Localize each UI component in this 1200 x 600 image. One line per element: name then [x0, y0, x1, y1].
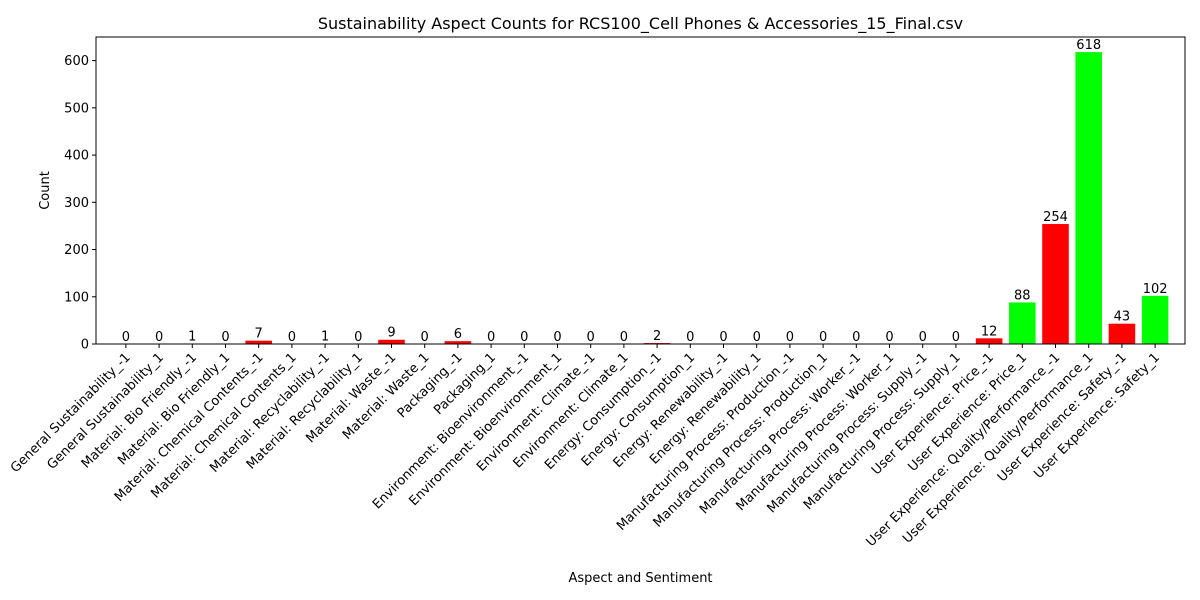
- data-label: 6: [454, 327, 462, 342]
- bar: [975, 338, 1003, 344]
- bar: [1141, 295, 1169, 344]
- data-label: 254: [1043, 210, 1068, 225]
- data-label: 0: [952, 330, 960, 345]
- y-tick-label: 400: [64, 149, 89, 164]
- plot-frame: [95, 36, 1186, 345]
- bars-layer: [179, 52, 1169, 345]
- data-label: 43: [1114, 310, 1131, 325]
- data-label: 7: [255, 327, 263, 342]
- bar: [1108, 323, 1136, 344]
- data-label: 1: [321, 330, 329, 345]
- data-label: 0: [686, 330, 694, 345]
- bar: [378, 339, 405, 344]
- data-label: 0: [753, 330, 761, 345]
- y-tick-label: 300: [64, 196, 89, 211]
- data-label: 0: [719, 330, 727, 345]
- y-tick-label: 0: [81, 338, 89, 353]
- data-label: 88: [1014, 288, 1031, 303]
- data-label: 0: [354, 330, 362, 345]
- data-label: 0: [155, 330, 163, 345]
- bar: [1009, 302, 1036, 344]
- data-label: 0: [852, 330, 860, 345]
- x-axis-title: Aspect and Sentiment: [568, 571, 712, 586]
- bar: [444, 341, 472, 344]
- data-label: 0: [620, 330, 628, 345]
- y-tick-label: 500: [64, 101, 89, 116]
- data-label: 0: [786, 330, 794, 345]
- y-axis-title: Count: [38, 171, 53, 210]
- data-label: 0: [221, 330, 229, 345]
- data-label: 0: [122, 330, 130, 345]
- data-labels-layer: 0 0 1 0 7 0 1 0 9 0 6 0 0 0 0 0 2 0 0 0 0 0 0 0 0 0 12 88 254 618 43 10…: [122, 38, 1168, 345]
- bar: [245, 340, 272, 344]
- data-label: 1: [188, 330, 196, 345]
- data-label: 0: [885, 330, 893, 345]
- data-label: 2: [653, 329, 661, 344]
- data-label: 0: [587, 330, 595, 345]
- y-tick-label: 100: [64, 290, 89, 305]
- data-label: 0: [919, 330, 927, 345]
- data-label: 0: [487, 330, 495, 345]
- data-label: 0: [421, 330, 429, 345]
- data-label: 0: [288, 330, 296, 345]
- data-label: 0: [819, 330, 827, 345]
- y-tick-label: 200: [64, 243, 89, 258]
- data-label: 618: [1076, 38, 1101, 53]
- data-label: 0: [553, 330, 561, 345]
- bar: [1042, 224, 1069, 344]
- y-tick-label: 600: [64, 54, 89, 69]
- bar: [1075, 52, 1102, 345]
- data-label: 12: [981, 324, 998, 339]
- chart-title: Sustainability Aspect Counts for RCS100_…: [318, 14, 963, 34]
- data-label: 102: [1143, 282, 1168, 297]
- data-label: 0: [520, 330, 528, 345]
- data-label: 9: [387, 326, 395, 341]
